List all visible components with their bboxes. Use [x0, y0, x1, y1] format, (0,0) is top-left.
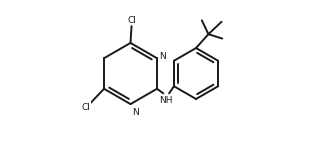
Text: Cl: Cl — [81, 103, 90, 112]
Text: N: N — [160, 52, 166, 61]
Text: N: N — [132, 108, 138, 117]
Text: NH: NH — [159, 96, 173, 105]
Text: Cl: Cl — [127, 16, 136, 25]
